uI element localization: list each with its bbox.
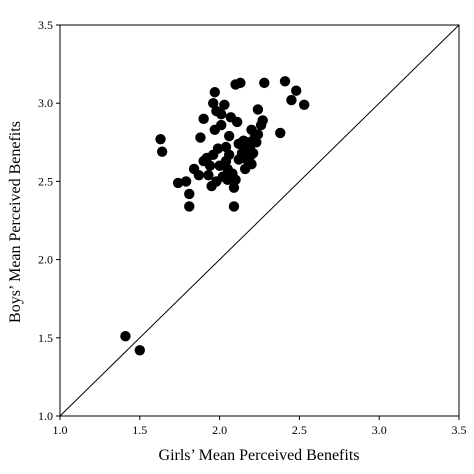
plot-area-frame	[59, 24, 460, 417]
data-points	[120, 76, 310, 356]
x-axis-ticks: 1.0 1.5 2.0 2.5 3.0 3.5	[53, 416, 467, 437]
x-tick-label: 1.0	[53, 423, 68, 437]
scatter-point	[228, 201, 240, 212]
scatter-point	[223, 130, 235, 142]
y-tick-label: 3.5	[38, 18, 53, 32]
y-tick-label: 1.5	[38, 331, 53, 345]
x-tick-label: 2.5	[292, 423, 307, 437]
scatter-point	[172, 177, 184, 189]
scatter-point	[230, 174, 241, 186]
scatter-point	[184, 188, 195, 200]
y-tick-label: 2.0	[38, 253, 53, 267]
x-tick-label: 2.0	[212, 423, 227, 437]
scatter-point	[195, 132, 206, 143]
scatter-point	[252, 129, 264, 140]
y-tick-label: 2.5	[38, 174, 53, 188]
scatter-point	[235, 77, 246, 89]
scatter-point	[134, 345, 145, 356]
scatter-point	[231, 116, 243, 128]
scatter-point	[252, 104, 264, 115]
scatter-point	[251, 137, 262, 148]
scatter-point	[286, 94, 297, 106]
y-tick-label: 1.0	[38, 409, 53, 423]
scatter-point	[275, 127, 286, 139]
scatter-point	[259, 77, 270, 89]
x-axis-title: Girls’ Mean Perceived Benefits	[159, 447, 360, 464]
scatter-point	[298, 99, 310, 110]
x-tick-label: 1.5	[132, 423, 147, 437]
scatter-point	[208, 98, 219, 109]
scatter-point	[279, 76, 291, 87]
scatter-point	[228, 182, 240, 193]
x-tick-label: 3.5	[452, 423, 467, 437]
scatter-point	[220, 141, 232, 153]
scatter-point	[246, 158, 257, 170]
scatter-point	[257, 115, 268, 126]
scatter-point	[212, 143, 224, 154]
scatter-point	[247, 148, 259, 159]
scatter-point	[215, 108, 227, 120]
scatter-point	[203, 169, 214, 181]
scatter-point	[184, 201, 195, 212]
scatter-point	[209, 87, 221, 98]
scatter-point	[155, 133, 166, 145]
y-tick-label: 3.0	[38, 96, 53, 110]
scatter-point	[219, 99, 230, 110]
scatter-point	[223, 149, 235, 161]
identity-reference-line	[59, 24, 460, 417]
y-axis-title: Boys’ Mean Perceived Benefits	[7, 121, 24, 323]
y-axis-ticks: 1.0 1.5 2.0 2.5 3.0 3.5	[38, 18, 60, 423]
scatter-point	[193, 169, 205, 181]
scatter-point	[215, 119, 227, 131]
scatter-point	[180, 176, 192, 187]
scatter-point	[198, 113, 209, 125]
scatter-point	[204, 160, 216, 171]
scatter-point	[120, 331, 131, 342]
scatter-point	[156, 146, 168, 157]
scatter-point	[291, 85, 302, 96]
x-tick-label: 3.0	[372, 423, 387, 437]
